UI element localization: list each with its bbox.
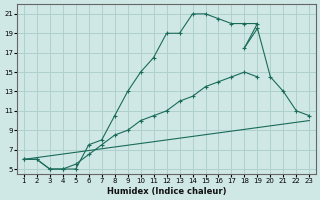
X-axis label: Humidex (Indice chaleur): Humidex (Indice chaleur) [107,187,226,196]
